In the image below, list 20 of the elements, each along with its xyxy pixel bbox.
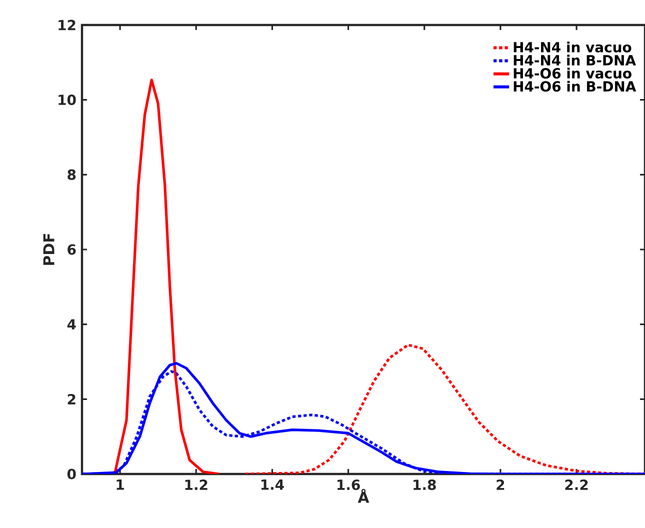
x-tick-label: 1.2 <box>185 480 208 490</box>
x-tick-label: 2 <box>496 480 504 490</box>
legend-label: H4-O6 in vacuo <box>514 68 632 79</box>
y-tick-label: 4 <box>67 319 76 330</box>
legend-label: H4-N4 in vacuo <box>514 42 632 52</box>
x-tick-label: 1.4 <box>261 480 284 490</box>
legend-label: H4-O6 in B-DNA <box>514 80 636 92</box>
y-tick-label: 12 <box>58 20 76 30</box>
y-axis-title: PDF <box>43 234 54 265</box>
y-tick-label: 8 <box>68 169 76 180</box>
x-tick-label: 1 <box>116 480 124 490</box>
y-tick-label: 2 <box>68 394 76 404</box>
x-axis-title: Å <box>358 488 370 503</box>
legend-label: H4-N4 in B-DNA <box>514 54 636 66</box>
x-tick-label: 1.8 <box>414 480 436 490</box>
x-tick-label: 2.2 <box>565 480 588 490</box>
y-tick-label: 0 <box>67 468 76 480</box>
x-tick-label: 1.6 <box>338 480 360 490</box>
y-tick-label: 6 <box>68 244 76 255</box>
y-tick-label: 10 <box>58 94 76 106</box>
